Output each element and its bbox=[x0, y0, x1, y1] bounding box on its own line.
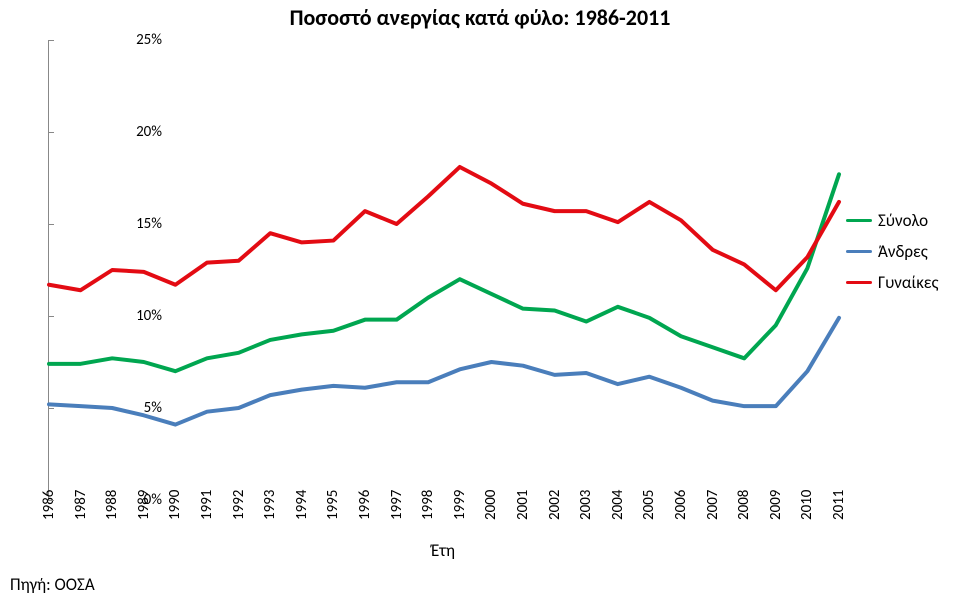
x-tick-label: 2008 bbox=[735, 490, 753, 520]
legend-swatch-men bbox=[846, 250, 872, 253]
x-tick-label: 1996 bbox=[356, 490, 374, 520]
chart-container: Ποσοστό ανεργίας κατά φύλο: 1986-2011 0%… bbox=[0, 0, 960, 601]
line-series-svg bbox=[49, 40, 839, 500]
x-tick-label: 2005 bbox=[640, 490, 658, 520]
x-tick-label: 1993 bbox=[261, 490, 279, 520]
legend-item-women: Γυναίκες bbox=[846, 272, 956, 293]
series-line-total bbox=[49, 174, 839, 371]
x-tick-label: 1992 bbox=[230, 490, 248, 520]
x-tick-label: 1999 bbox=[451, 490, 469, 520]
x-axis-title: Έτη bbox=[48, 540, 838, 561]
source-label: Πηγή: ΟΟΣΑ bbox=[10, 574, 95, 595]
x-tick-label: 2006 bbox=[672, 490, 690, 520]
x-tick-label: 2003 bbox=[577, 490, 595, 520]
legend-label-women: Γυναίκες bbox=[878, 272, 938, 293]
series-line-women bbox=[49, 167, 839, 290]
x-tick-label: 1995 bbox=[324, 490, 342, 520]
series-line-men bbox=[49, 318, 839, 425]
x-tick-label: 2002 bbox=[546, 490, 564, 520]
chart-title: Ποσοστό ανεργίας κατά φύλο: 1986-2011 bbox=[0, 4, 960, 31]
y-tick-line bbox=[48, 316, 54, 317]
legend-label-total: Σύνολο bbox=[878, 210, 928, 231]
legend-swatch-total bbox=[846, 219, 872, 222]
x-tick-label: 1997 bbox=[388, 490, 406, 520]
y-tick-line bbox=[48, 40, 54, 41]
x-tick-label: 1987 bbox=[72, 490, 90, 520]
legend-swatch-women bbox=[846, 281, 872, 284]
x-tick-label: 1989 bbox=[135, 490, 153, 520]
x-tick-label: 1986 bbox=[40, 490, 58, 520]
x-tick-label: 2009 bbox=[767, 490, 785, 520]
x-tick-label: 1988 bbox=[103, 490, 121, 520]
y-tick-line bbox=[48, 224, 54, 225]
legend-item-men: Άνδρες bbox=[846, 241, 956, 262]
x-tick-label: 2004 bbox=[609, 490, 627, 520]
legend-label-men: Άνδρες bbox=[878, 241, 928, 262]
x-tick-label: 2010 bbox=[798, 490, 816, 520]
legend: Σύνολο Άνδρες Γυναίκες bbox=[846, 200, 956, 303]
x-tick-label: 1991 bbox=[198, 490, 216, 520]
x-tick-label: 2011 bbox=[830, 490, 848, 520]
plot-area bbox=[48, 40, 839, 500]
y-tick-line bbox=[48, 132, 54, 133]
y-tick-line bbox=[48, 500, 54, 501]
y-tick-line bbox=[48, 408, 54, 409]
x-tick-label: 1998 bbox=[419, 490, 437, 520]
x-tick-label: 2007 bbox=[704, 490, 722, 520]
x-tick-label: 1994 bbox=[293, 490, 311, 520]
x-tick-label: 1990 bbox=[166, 490, 184, 520]
legend-item-total: Σύνολο bbox=[846, 210, 956, 231]
x-tick-label: 2000 bbox=[482, 490, 500, 520]
x-tick-label: 2001 bbox=[514, 490, 532, 520]
